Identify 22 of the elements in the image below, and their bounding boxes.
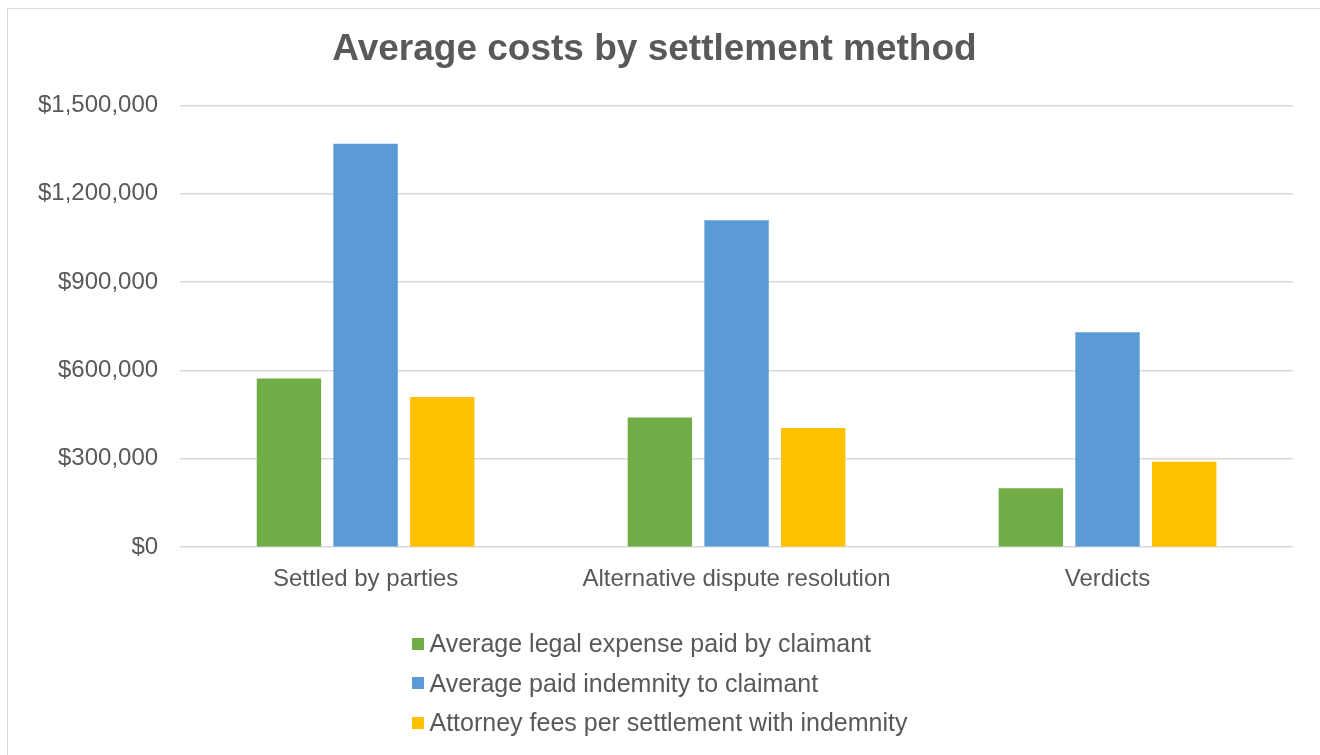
y-tick-label: $1,500,000 (37, 90, 159, 118)
bar (781, 427, 846, 547)
legend-label: Attorney fees per settlement with indemnity (429, 708, 908, 738)
y-tick-label: $1,200,000 (37, 178, 159, 206)
chart-title: Average costs by settlement method (332, 27, 977, 69)
x-tick-label: Verdicts (1064, 564, 1151, 592)
x-tick-label: Settled by parties (272, 564, 459, 592)
bar (1075, 332, 1140, 547)
y-tick-label: $300,000 (58, 443, 159, 471)
bar (998, 488, 1064, 547)
bar (627, 417, 693, 547)
legend-label: Average legal expense paid by claimant (429, 629, 871, 659)
bar (333, 143, 398, 547)
bar (1151, 461, 1217, 547)
y-tick-label: $0 (131, 531, 159, 559)
x-tick-label: Alternative dispute resolution (582, 564, 891, 592)
bar (704, 220, 769, 547)
legend-label: Average paid indemnity to claimant (429, 668, 819, 698)
y-tick-label: $900,000 (58, 266, 159, 294)
y-tick-label: $600,000 (58, 355, 159, 383)
bar (410, 396, 475, 547)
bar (256, 378, 322, 547)
